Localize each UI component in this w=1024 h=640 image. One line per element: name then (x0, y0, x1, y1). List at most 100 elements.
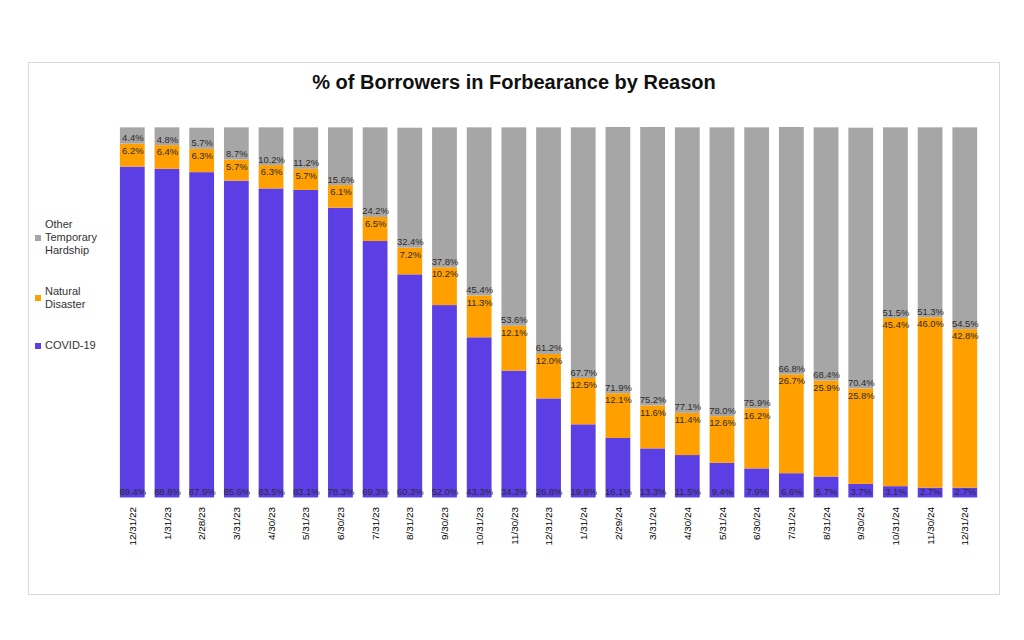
svg-text:2/28/23: 2/28/23 (196, 507, 207, 541)
svg-text:12/31/22: 12/31/22 (127, 507, 138, 546)
svg-text:11/30/23: 11/30/23 (509, 507, 520, 545)
svg-text:5/31/24: 5/31/24 (717, 507, 728, 541)
svg-text:15.6%: 15.6% (328, 174, 355, 185)
svg-text:25.8%: 25.8% (848, 390, 875, 401)
svg-text:85.6%: 85.6% (224, 486, 251, 497)
svg-text:6/30/23: 6/30/23 (335, 507, 346, 541)
svg-text:54.5%: 54.5% (952, 318, 979, 329)
svg-text:12.6%: 12.6% (709, 417, 736, 428)
svg-text:7.9%: 7.9% (746, 486, 768, 497)
svg-text:12.1%: 12.1% (501, 327, 528, 338)
svg-text:42.8%: 42.8% (952, 330, 979, 341)
svg-text:45.4%: 45.4% (466, 284, 493, 295)
svg-text:77.1%: 77.1% (674, 401, 701, 412)
svg-text:83.5%: 83.5% (258, 486, 285, 497)
svg-text:7/31/23: 7/31/23 (370, 507, 381, 541)
svg-text:19.8%: 19.8% (570, 486, 597, 497)
svg-text:10.2%: 10.2% (432, 268, 459, 279)
svg-text:2/29/24: 2/29/24 (613, 507, 624, 541)
svg-text:70.4%: 70.4% (848, 377, 875, 388)
svg-text:2.7%: 2.7% (955, 486, 977, 497)
svg-text:88.8%: 88.8% (154, 486, 181, 497)
svg-text:26.7%: 26.7% (779, 375, 806, 386)
svg-text:12.1%: 12.1% (605, 394, 632, 405)
svg-text:78.3%: 78.3% (328, 486, 355, 497)
svg-text:6.3%: 6.3% (191, 150, 213, 161)
svg-text:32.4%: 32.4% (397, 236, 424, 247)
svg-text:2.7%: 2.7% (920, 486, 942, 497)
svg-text:4.4%: 4.4% (122, 132, 144, 143)
svg-text:10/31/23: 10/31/23 (474, 507, 485, 546)
svg-text:67.7%: 67.7% (570, 367, 597, 378)
svg-text:16.1%: 16.1% (605, 486, 632, 497)
svg-text:1/31/24: 1/31/24 (578, 507, 589, 541)
svg-text:6.6%: 6.6% (781, 486, 803, 497)
svg-text:6.2%: 6.2% (122, 145, 144, 156)
svg-text:46.0%: 46.0% (917, 318, 944, 329)
svg-text:53.6%: 53.6% (501, 314, 528, 325)
svg-text:9/30/23: 9/30/23 (439, 507, 450, 541)
svg-text:8.7%: 8.7% (226, 148, 248, 159)
svg-text:52.0%: 52.0% (432, 486, 459, 497)
svg-text:45.4%: 45.4% (883, 319, 910, 330)
svg-text:11.5%: 11.5% (675, 486, 702, 497)
svg-text:7.2%: 7.2% (400, 249, 422, 260)
svg-text:9.4%: 9.4% (712, 486, 734, 497)
svg-text:3/31/23: 3/31/23 (231, 507, 242, 541)
svg-text:8/31/24: 8/31/24 (821, 507, 832, 541)
svg-text:71.9%: 71.9% (605, 382, 632, 393)
svg-text:12.5%: 12.5% (570, 379, 597, 390)
svg-text:4/30/24: 4/30/24 (682, 507, 693, 541)
svg-text:9/30/24: 9/30/24 (855, 507, 866, 541)
svg-text:34.3%: 34.3% (501, 486, 528, 497)
svg-text:75.9%: 75.9% (744, 397, 771, 408)
svg-text:11/30/24: 11/30/24 (925, 507, 936, 545)
svg-text:11.6%: 11.6% (640, 407, 667, 418)
svg-text:7/31/24: 7/31/24 (786, 507, 797, 541)
svg-text:83.1%: 83.1% (293, 486, 320, 497)
svg-text:6.5%: 6.5% (365, 218, 387, 229)
svg-text:75.2%: 75.2% (640, 394, 667, 405)
svg-text:5/31/23: 5/31/23 (300, 507, 311, 541)
svg-text:26.8%: 26.8% (536, 486, 563, 497)
svg-text:25.9%: 25.9% (813, 382, 840, 393)
svg-text:68.4%: 68.4% (813, 369, 840, 380)
svg-text:12/31/23: 12/31/23 (543, 507, 554, 546)
svg-text:89.4%: 89.4% (119, 486, 146, 497)
svg-text:6.3%: 6.3% (261, 166, 283, 177)
svg-text:61.2%: 61.2% (536, 342, 563, 353)
svg-text:78.0%: 78.0% (709, 405, 736, 416)
svg-text:66.8%: 66.8% (779, 363, 806, 374)
svg-text:60.3%: 60.3% (397, 486, 424, 497)
svg-text:6.1%: 6.1% (330, 186, 352, 197)
svg-text:69.3%: 69.3% (362, 486, 389, 497)
svg-text:16.2%: 16.2% (744, 410, 771, 421)
svg-text:11.3%: 11.3% (467, 297, 494, 308)
svg-text:13.3%: 13.3% (640, 486, 667, 497)
svg-text:10.2%: 10.2% (258, 154, 285, 165)
svg-text:6.4%: 6.4% (157, 146, 179, 157)
svg-text:5.7%: 5.7% (295, 170, 317, 181)
svg-text:3.7%: 3.7% (851, 486, 873, 497)
svg-text:51.5%: 51.5% (883, 307, 910, 318)
svg-text:11.2%: 11.2% (293, 157, 320, 168)
svg-text:87.9%: 87.9% (189, 486, 216, 497)
svg-text:4.8%: 4.8% (157, 134, 179, 145)
svg-text:1/31/23: 1/31/23 (162, 507, 173, 541)
svg-text:5.7%: 5.7% (226, 161, 248, 172)
svg-text:5.7%: 5.7% (191, 137, 213, 148)
svg-text:4/30/23: 4/30/23 (266, 507, 277, 541)
svg-text:12/31/24: 12/31/24 (959, 507, 970, 546)
svg-text:24.2%: 24.2% (362, 205, 389, 216)
svg-text:3.1%: 3.1% (885, 486, 907, 497)
svg-text:10/31/24: 10/31/24 (890, 507, 901, 546)
svg-text:51.3%: 51.3% (917, 306, 944, 317)
svg-text:37.8%: 37.8% (432, 256, 459, 267)
svg-text:8/31/23: 8/31/23 (404, 507, 415, 541)
svg-text:6/30/24: 6/30/24 (751, 507, 762, 541)
svg-text:5.7%: 5.7% (816, 486, 838, 497)
svg-text:11.4%: 11.4% (675, 414, 702, 425)
svg-text:43.3%: 43.3% (466, 486, 493, 497)
svg-text:12.0%: 12.0% (536, 355, 563, 366)
svg-text:3/31/24: 3/31/24 (647, 507, 658, 541)
